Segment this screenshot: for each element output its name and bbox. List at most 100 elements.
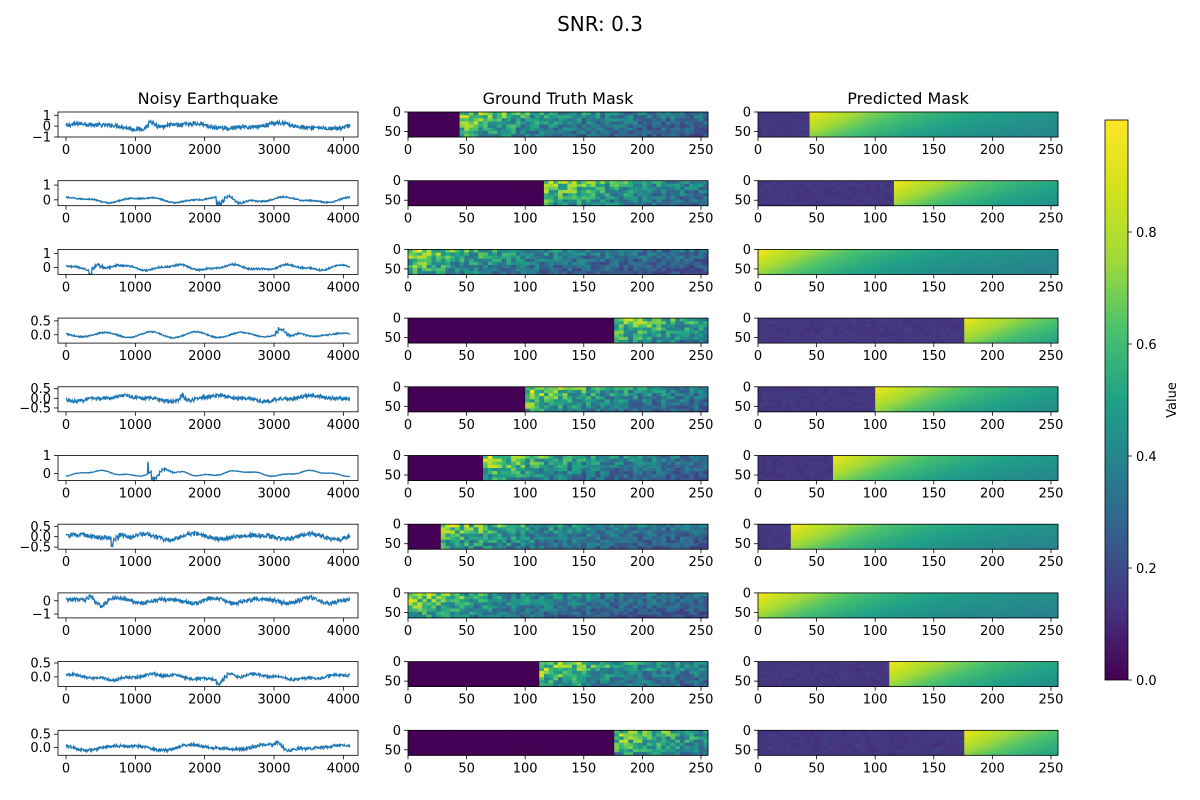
heatmap-cell (478, 133, 484, 138)
heatmap-cell (823, 389, 829, 394)
heatmap-cell (762, 333, 768, 338)
heatmap-cell (851, 321, 857, 325)
heatmap-cell (1001, 186, 1007, 191)
heatmap-cell (940, 333, 946, 338)
heatmap-cell (529, 333, 535, 338)
heatmap-cell (847, 202, 853, 207)
heatmap-cell (856, 327, 862, 331)
heatmap-cell (511, 399, 517, 403)
heatmap-cell (828, 265, 834, 269)
heatmap-cell (804, 130, 810, 135)
heatmap-cell (412, 265, 418, 269)
heatmap-cell (968, 118, 975, 122)
heatmap-cell (1015, 327, 1021, 331)
heatmap-cell (609, 190, 615, 194)
heatmap-cell (1043, 268, 1050, 272)
heatmap-cell (983, 186, 989, 191)
heatmap-cell (543, 127, 550, 132)
heatmap-cell (454, 252, 460, 257)
heatmap-cell (931, 196, 937, 200)
heatmap-cell (837, 330, 843, 335)
heatmap-cell (590, 196, 596, 200)
heatmap-cell (809, 327, 815, 331)
heatmap-cell (926, 180, 932, 185)
heatmap-cell (483, 249, 489, 253)
heatmap-cell (600, 249, 606, 253)
heatmap-cell (776, 324, 782, 328)
heatmap-cell (590, 321, 596, 325)
heatmap-cell (483, 133, 489, 138)
heatmap-cell (800, 124, 806, 129)
heatmap-cell (922, 133, 928, 138)
heatmap-cell (506, 333, 512, 338)
heatmap-cell (698, 252, 704, 257)
heatmap-cell (997, 261, 1003, 266)
heatmap-cell (454, 339, 460, 344)
heatmap-cell (464, 112, 470, 116)
heatmap-cell (426, 402, 432, 406)
heatmap-cell (922, 339, 928, 344)
heatmap-cell (478, 258, 484, 263)
heatmap-cell (828, 386, 834, 391)
heatmap-cell (804, 396, 810, 400)
heatmap-cell (511, 336, 517, 341)
heatmap-cell (968, 261, 975, 266)
heatmap-cell (772, 393, 778, 397)
heatmap-cell (633, 330, 639, 335)
heatmap-cell (987, 202, 993, 207)
heatmap-cell (684, 115, 690, 119)
heatmap-cell (647, 190, 653, 194)
heatmap-cell (637, 318, 643, 322)
heatmap-cell (893, 183, 900, 188)
heatmap-cell (478, 389, 484, 394)
heatmap-cell (468, 408, 475, 413)
heatmap-cell (1020, 333, 1026, 338)
heatmap-cell (459, 386, 465, 391)
heatmap-cell (651, 336, 657, 341)
heatmap-cell (851, 199, 857, 203)
heatmap-cell (936, 324, 942, 328)
heatmap-cell (814, 318, 820, 322)
heatmap-cell (581, 339, 587, 344)
heatmap-cell (665, 405, 671, 410)
heatmap-cell (633, 405, 639, 410)
heatmap-cell (558, 115, 564, 119)
heatmap-cell (978, 318, 984, 322)
heatmap-cell (884, 193, 890, 197)
heatmap-cell (689, 408, 695, 413)
heatmap-cell (558, 193, 564, 197)
heatmap-cell (772, 265, 778, 269)
x-tick-label: 4000 (327, 349, 360, 364)
heatmap-cell (889, 183, 895, 188)
heatmap-cell (964, 336, 970, 341)
heatmap-cell (436, 124, 442, 129)
x-tick-label: 100 (513, 212, 538, 227)
heatmap-cell (408, 271, 414, 275)
heatmap-cell (492, 180, 498, 185)
heatmap-cell (837, 324, 843, 328)
heatmap-cell (856, 321, 862, 325)
heatmap-cell (422, 399, 428, 403)
heatmap-cell (954, 115, 960, 119)
heatmap-cell (1029, 121, 1035, 125)
heatmap-cell (689, 265, 695, 269)
heatmap-cell (997, 255, 1003, 260)
heatmap-cell (964, 202, 970, 207)
heatmap-cell (795, 118, 801, 122)
heatmap-cell (856, 202, 862, 207)
heatmap-cell (889, 255, 895, 260)
heatmap-cell (776, 193, 782, 197)
heatmap-cell (842, 255, 848, 260)
heatmap-cell (1039, 318, 1045, 322)
heatmap-cell (581, 118, 587, 122)
heatmap-cell (515, 324, 521, 328)
heatmap-cell (1053, 202, 1059, 207)
heatmap-cell (781, 249, 787, 253)
heatmap-cell (464, 121, 470, 125)
heatmap-cell (1034, 121, 1040, 125)
heatmap-cell (992, 190, 998, 194)
heatmap-cell (675, 268, 681, 272)
heatmap-cell (670, 271, 676, 275)
heatmap-cell (997, 327, 1003, 331)
heatmap-cell (1025, 112, 1031, 116)
